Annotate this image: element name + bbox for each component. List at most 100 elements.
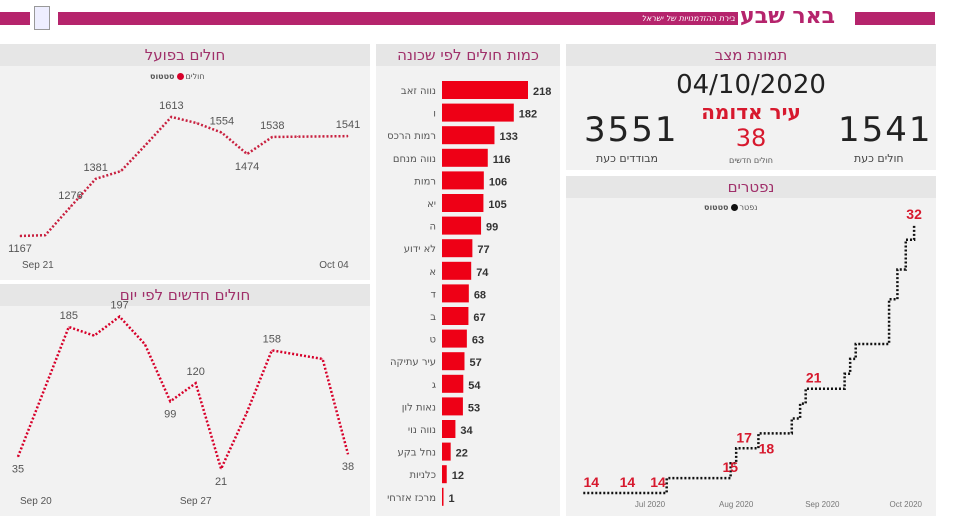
data-point [271, 349, 273, 351]
data-label: 120 [187, 366, 205, 378]
municipality-emblem-icon [34, 6, 50, 30]
active-count: 1541 [838, 110, 933, 150]
bar-value: 12 [452, 470, 464, 482]
data-label: 158 [263, 333, 281, 345]
bar [442, 307, 469, 325]
bar-value: 53 [468, 402, 480, 414]
bar-value: 106 [489, 176, 507, 188]
data-label: 18 [759, 440, 775, 456]
data-label: 1276 [58, 190, 82, 202]
deaths-step-line [583, 224, 916, 495]
bar-category: ב [430, 312, 436, 323]
legend-dot-icon [176, 73, 184, 80]
data-label: 1538 [260, 120, 284, 132]
data-point [93, 335, 95, 337]
panel-title: חולים בפועל [0, 44, 370, 66]
bar-value: 218 [533, 86, 551, 98]
data-point [296, 354, 298, 356]
x-tick-label: Sep 2020 [805, 500, 840, 509]
data-point [68, 326, 70, 328]
bar-value: 67 [473, 312, 485, 324]
data-label: 21 [215, 476, 227, 488]
data-point [170, 116, 172, 118]
data-point [44, 234, 46, 236]
bar-value: 1 [449, 493, 455, 505]
bar [442, 329, 467, 348]
active-cases-panel: חולים בפועל חולים סטטוס [0, 44, 370, 280]
bar [442, 442, 451, 461]
bar [442, 103, 514, 122]
data-point [119, 316, 121, 318]
legend-item: חולים [185, 72, 205, 81]
bar-category: נחל בקע [397, 448, 436, 459]
panel-title: חולים חדשים לפי יום [0, 284, 370, 306]
bar [442, 148, 488, 167]
isolated-label: מבודדים כעת [596, 152, 659, 165]
x-tick-label: Oct 2020 [890, 500, 923, 509]
bar-category: רמות הרכס [387, 131, 436, 142]
bar-value: 77 [477, 244, 489, 256]
data-point [42, 391, 44, 393]
tagline: בירת ההזדמנויות של ישראל [641, 14, 735, 23]
bar [442, 194, 484, 212]
bar-category: רמות [414, 176, 436, 187]
data-point [347, 135, 349, 137]
data-point [195, 382, 197, 384]
bar [442, 284, 469, 303]
bar-value: 34 [460, 425, 473, 437]
data-label: 185 [60, 310, 78, 322]
legend-title: סטטוס [704, 203, 729, 212]
bar [442, 216, 482, 235]
new-cases-count: 38 [735, 124, 767, 152]
new-cases-label: חולים חדשים [729, 156, 773, 165]
bar-value: 57 [469, 357, 481, 369]
legend: נפטר סטטוס [704, 203, 757, 212]
x-tick-label: Oct 04 [319, 260, 349, 271]
deaths-panel: נפטרים נפטר סטטוס [566, 176, 936, 516]
data-point [17, 456, 19, 458]
status-panel: תמונת מצב 04/10/2020 עיר אדומה 38 חולים … [566, 44, 936, 170]
bar-category: ט [430, 335, 436, 346]
data-point [245, 412, 247, 414]
legend-title: סטטוס [150, 72, 175, 81]
data-point [246, 153, 248, 155]
data-point [297, 136, 299, 138]
active-label: חולים כעת [854, 152, 904, 165]
data-point [169, 400, 171, 402]
panel-title: תמונת מצב [566, 44, 936, 66]
bar-value: 54 [468, 380, 481, 392]
series-line [16, 314, 350, 473]
legend: חולים סטטוס [150, 72, 205, 81]
data-point [145, 143, 147, 145]
x-tick-label: Sep 27 [180, 496, 212, 507]
bar [442, 261, 472, 280]
data-label: 38 [342, 461, 354, 473]
data-label: 1554 [210, 116, 234, 128]
data-label: 14 [620, 474, 636, 490]
status-date: 04/10/2020 [676, 70, 826, 100]
panel-title: כמות חולים לפי שכונה [376, 44, 560, 66]
data-label: 14 [650, 474, 666, 490]
bar-category: לא ידוע [404, 244, 436, 255]
series-line [19, 115, 349, 238]
bar-value: 133 [499, 131, 517, 143]
data-label: 1613 [159, 100, 183, 112]
bar [442, 420, 456, 438]
bar-category: ה [429, 222, 436, 233]
city-status: עיר אדומה [701, 100, 801, 124]
data-label: 21 [806, 370, 822, 386]
bar-value: 182 [519, 109, 537, 121]
bar-value: 105 [488, 199, 506, 211]
data-label: 1167 [8, 243, 32, 255]
data-point [69, 206, 71, 208]
data-point [322, 135, 324, 137]
data-point [220, 468, 222, 470]
bar [442, 397, 463, 416]
bar-category: ד [431, 289, 437, 300]
x-tick-label: Aug 2020 [719, 500, 754, 509]
data-point [322, 358, 324, 360]
bar-category: ו [433, 109, 436, 120]
data-label: 197 [110, 300, 128, 312]
data-point [144, 343, 146, 345]
